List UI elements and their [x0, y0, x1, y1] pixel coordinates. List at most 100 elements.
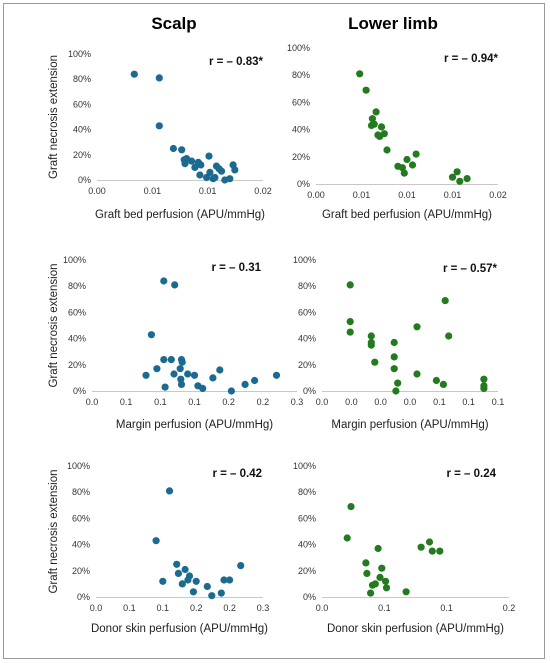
data-point	[251, 376, 259, 385]
data-point	[205, 152, 213, 160]
data-point	[220, 576, 228, 584]
data-point	[380, 130, 388, 138]
scatter-panel-limb-graft-bed: 0% 20% 40% 60% 80% 100% 0.00 0.01 0.01 0.01 0.02 r …	[287, 43, 507, 221]
data-point	[383, 146, 391, 154]
data-point	[432, 376, 440, 385]
y-tick-label: 80%	[298, 281, 316, 291]
data-point	[152, 537, 160, 545]
data-point	[377, 123, 386, 131]
data-point	[196, 171, 204, 179]
data-point	[241, 380, 249, 388]
data-point	[463, 175, 471, 183]
y-tick-label: 40%	[68, 334, 86, 344]
x-tick-label: 0.1	[120, 397, 133, 407]
data-point	[346, 281, 354, 289]
y-tick-label: 60%	[292, 97, 310, 107]
x-tick-label: 0.1	[492, 397, 505, 407]
data-point	[176, 365, 184, 373]
y-axis-title: Graft necrosis extension	[48, 469, 60, 593]
y-tick-label: 0%	[78, 175, 91, 185]
data-point	[367, 589, 375, 597]
correlation-label: r = – 0.42	[212, 468, 262, 480]
y-tick-label: 20%	[68, 360, 86, 370]
y-tick-label: 20%	[292, 152, 310, 162]
data-point	[428, 547, 436, 555]
y-tick-label: 80%	[72, 487, 90, 497]
y-tick-label: 40%	[72, 540, 90, 550]
data-point	[159, 577, 167, 585]
scatter-panel-scalp-donor: 0% 20% 40% 60% 80% 100% 0.0 0.1 0.1 0.2 0.2 0.3 r = …	[48, 461, 269, 635]
y-tick-label: 20%	[73, 150, 91, 160]
x-tick-label: 0.0	[374, 397, 387, 407]
data-point	[130, 70, 138, 78]
y-tick-label: 100%	[68, 49, 91, 59]
data-point	[177, 380, 186, 388]
data-point	[208, 592, 216, 600]
data-point	[413, 370, 421, 378]
x-axis-title: Margin perfusion (APU/mmHg)	[331, 419, 488, 431]
data-point	[272, 371, 281, 379]
x-axis-title: Donor skin perfusion (APU/mmHg)	[327, 623, 504, 635]
correlation-label: r = – 0.31	[211, 262, 261, 274]
data-point	[174, 569, 182, 578]
data-point	[390, 353, 398, 361]
y-tick-label: 100%	[63, 255, 86, 265]
data-point	[167, 356, 175, 364]
y-tick-label: 100%	[293, 255, 316, 265]
data-point	[181, 565, 189, 574]
y-tick-label: 0%	[73, 386, 86, 396]
x-tick-label: 0.1	[188, 397, 201, 407]
y-tick-label: 60%	[298, 307, 316, 317]
data-point	[398, 164, 406, 172]
y-tick-label: 60%	[68, 307, 86, 317]
data-point	[165, 487, 174, 495]
y-tick-label: 80%	[73, 74, 91, 84]
data-point	[363, 569, 371, 578]
data-point	[390, 338, 398, 347]
data-point	[403, 155, 411, 164]
data-point	[226, 576, 234, 584]
x-tick-label: 0.0	[316, 603, 329, 613]
y-tick-label: 40%	[298, 540, 316, 550]
y-tick-label: 40%	[292, 125, 310, 135]
data-point	[480, 375, 488, 383]
data-point	[237, 562, 245, 570]
y-tick-label: 100%	[287, 43, 310, 53]
column-title-lower-limb: Lower limb	[348, 14, 438, 33]
correlation-label: r = – 0.57*	[443, 263, 498, 275]
correlation-label: r = – 0.94*	[444, 53, 499, 65]
data-point	[217, 589, 225, 597]
y-tick-label: 60%	[298, 513, 316, 523]
data-point	[453, 168, 461, 176]
data-point	[169, 144, 177, 153]
y-tick-label: 80%	[68, 281, 86, 291]
data-point	[173, 560, 181, 568]
data-point	[376, 573, 384, 582]
x-tick-label: 0.1	[378, 603, 391, 613]
data-point	[178, 580, 186, 588]
data-point	[231, 166, 239, 174]
data-point	[161, 383, 169, 391]
y-tick-label: 0%	[77, 592, 90, 602]
data-point	[400, 169, 408, 177]
y-tick-label: 40%	[73, 125, 91, 135]
scatter-panel-scalp-margin: 0% 20% 40% 60% 80% 100% 0.0 0.1 0.1 0.1 0.2 0.2 0.3 r…	[48, 255, 303, 431]
y-tick-label: 80%	[292, 70, 310, 80]
data-point	[347, 503, 355, 511]
data-point	[362, 559, 370, 567]
data-point	[378, 564, 386, 572]
x-tick-label: 0.0	[404, 397, 417, 407]
data-point	[362, 86, 370, 94]
y-tick-label: 60%	[73, 99, 91, 109]
x-tick-label: 0.01	[199, 186, 217, 196]
data-point	[226, 175, 234, 183]
data-point	[448, 173, 457, 181]
x-tick-label: 0.02	[489, 190, 507, 200]
data-point	[192, 577, 200, 585]
figure-frame	[3, 3, 545, 659]
x-tick-label: 0.1	[154, 397, 167, 407]
data-point	[147, 331, 155, 339]
x-tick-label: 0.0	[316, 397, 329, 407]
x-tick-label: 0.0	[345, 397, 358, 407]
